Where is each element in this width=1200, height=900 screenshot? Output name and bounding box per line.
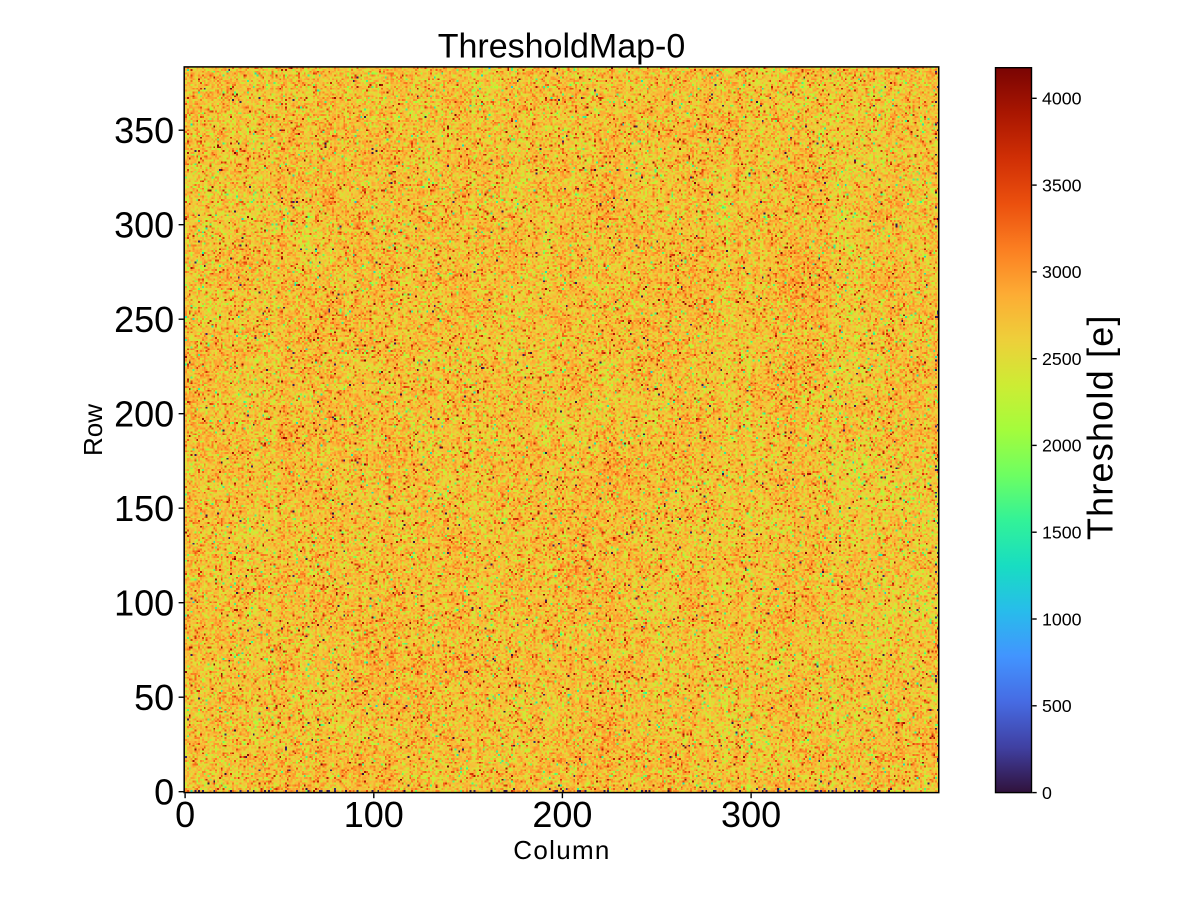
svg-text:200: 200 <box>532 794 592 835</box>
svg-text:300: 300 <box>721 794 781 835</box>
svg-text:100: 100 <box>114 583 174 624</box>
svg-text:Threshold [e]: Threshold [e] <box>1080 314 1121 540</box>
svg-text:200: 200 <box>114 394 174 435</box>
svg-text:350: 350 <box>114 110 174 151</box>
svg-text:4000: 4000 <box>1042 89 1082 109</box>
svg-text:3000: 3000 <box>1042 262 1082 282</box>
svg-text:250: 250 <box>114 299 174 340</box>
svg-text:1000: 1000 <box>1042 609 1082 629</box>
svg-text:300: 300 <box>114 205 174 246</box>
svg-text:100: 100 <box>344 794 404 835</box>
svg-text:Row: Row <box>78 404 108 456</box>
svg-text:0: 0 <box>175 794 195 835</box>
svg-text:2000: 2000 <box>1042 436 1082 456</box>
svg-text:50: 50 <box>134 677 174 718</box>
svg-text:3500: 3500 <box>1042 175 1082 195</box>
svg-text:1500: 1500 <box>1042 523 1082 543</box>
svg-text:ThresholdMap-0: ThresholdMap-0 <box>438 28 686 66</box>
svg-text:Column: Column <box>513 835 610 865</box>
svg-text:500: 500 <box>1042 696 1072 716</box>
svg-text:0: 0 <box>1042 783 1052 803</box>
svg-text:0: 0 <box>154 772 174 813</box>
svg-text:2500: 2500 <box>1042 349 1082 369</box>
svg-text:150: 150 <box>114 488 174 529</box>
